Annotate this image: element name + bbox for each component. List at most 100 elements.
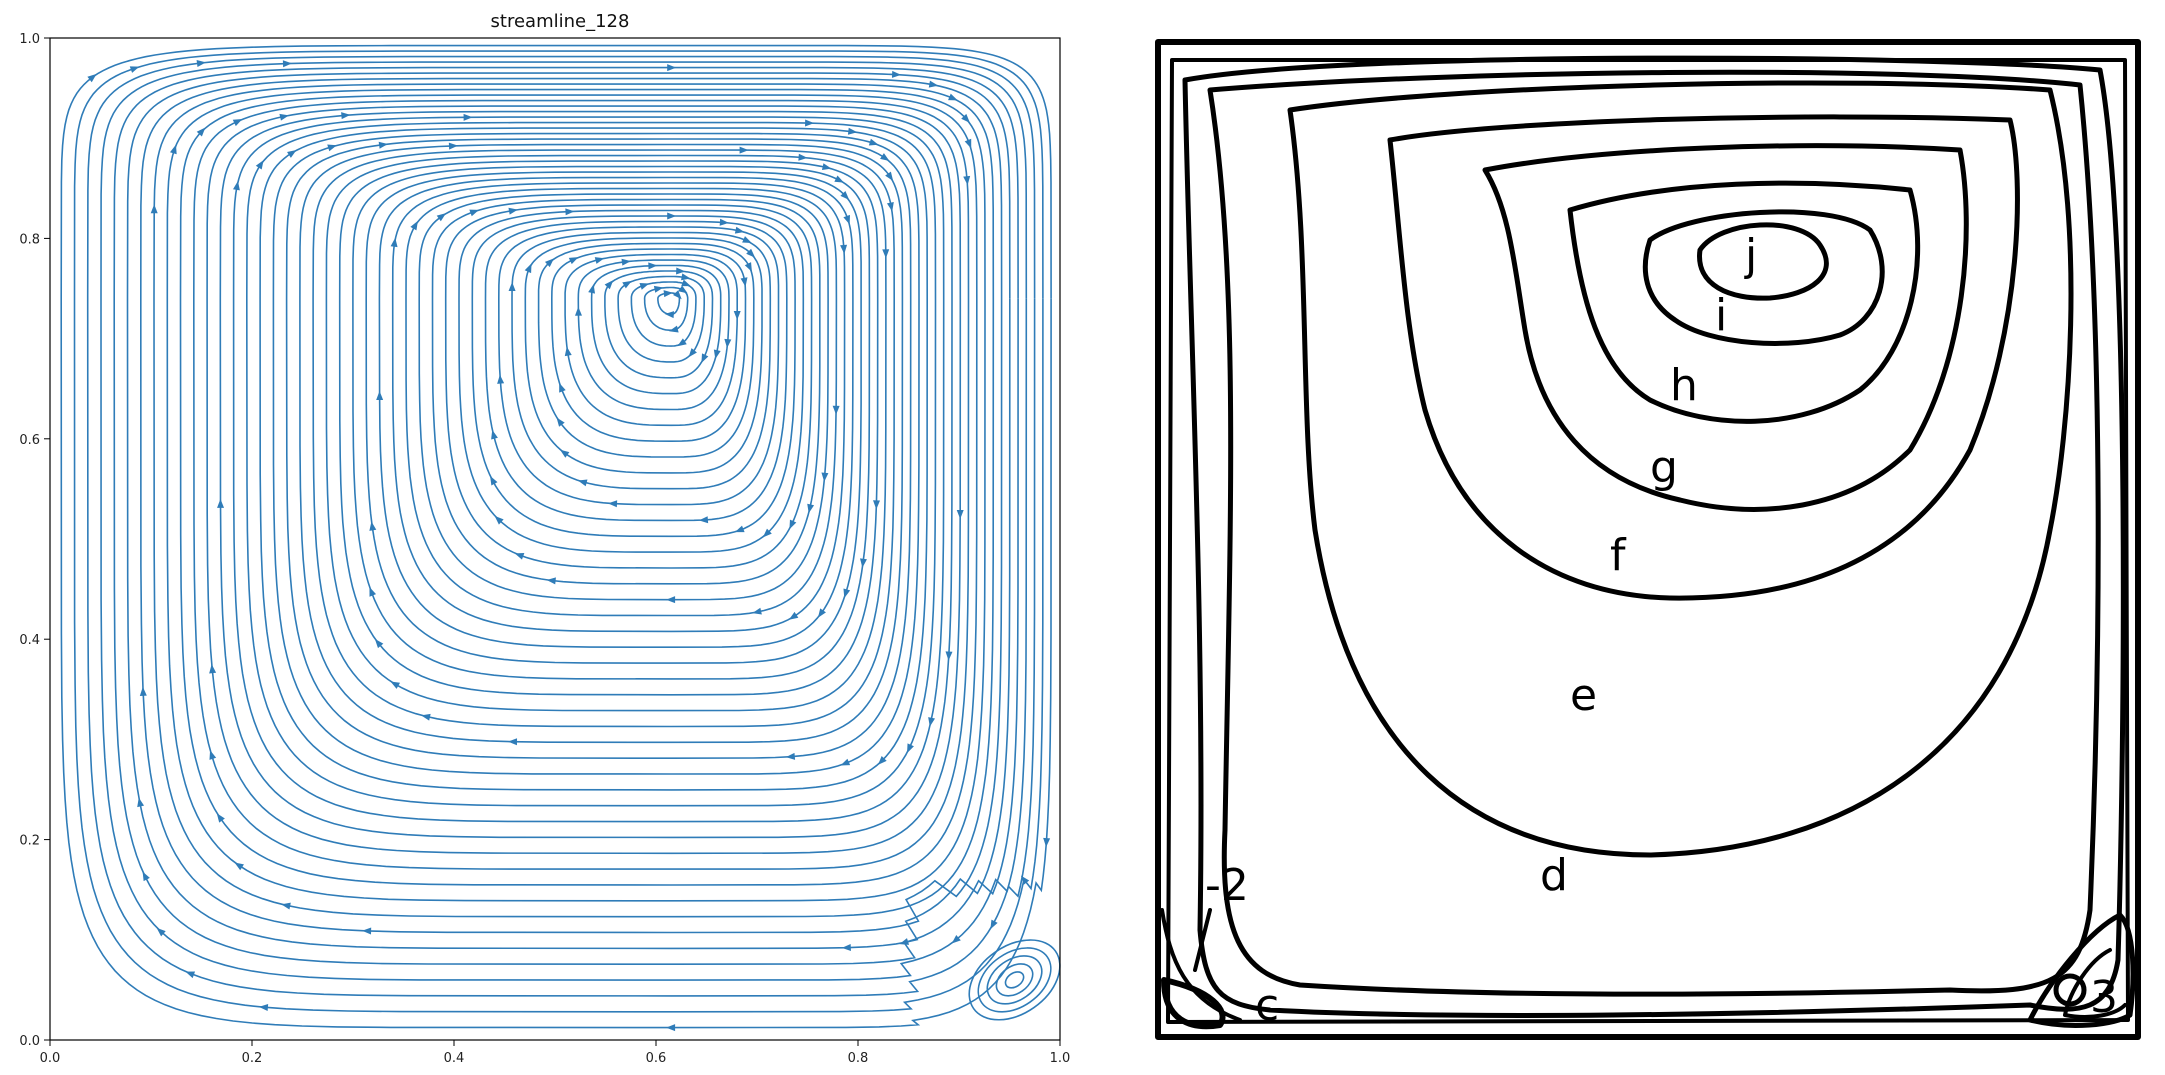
corner-eddy-streamline (1004, 971, 1025, 989)
streamline-arrow (673, 290, 682, 300)
streamline-arrow (196, 60, 206, 67)
streamline-arrow (948, 93, 958, 101)
streamline (431, 198, 821, 585)
streamline-arrow (546, 577, 556, 585)
streamline (365, 171, 862, 664)
streamline-arrow (491, 429, 498, 440)
streamline-arrow (961, 113, 970, 123)
streamline-arrow (733, 310, 741, 320)
streamline-arrow (341, 112, 351, 120)
streamline (590, 264, 722, 395)
streamline-arrow (742, 236, 752, 244)
streamline (524, 237, 763, 474)
streamline-arrow (928, 717, 936, 727)
streamline-arrow (150, 204, 158, 214)
streamline-arrow (469, 209, 480, 217)
streamline-arrow (719, 218, 729, 226)
streamline-arrow (885, 171, 894, 182)
streamline-arrow (886, 201, 894, 212)
streamline-arrow (390, 681, 401, 689)
streamline (312, 149, 895, 728)
streamline-arrow (951, 935, 961, 944)
streamline-arrow (494, 515, 504, 525)
streamlines (60, 44, 1061, 1029)
streamline-arrow (544, 258, 554, 268)
streamline-arrow (594, 257, 605, 264)
streamline (484, 220, 788, 522)
streamline-arrow (560, 449, 570, 458)
streamline-arrow (258, 1004, 269, 1011)
streamline-arrow (514, 553, 525, 560)
streamline-arrow (746, 248, 756, 258)
streamline (564, 253, 738, 427)
streamline-arrow (899, 938, 910, 945)
streamline (153, 83, 995, 918)
streamline (219, 110, 953, 839)
streamline-arrow (281, 902, 291, 910)
x-tick-label: 0.6 (646, 1051, 667, 1066)
streamline (511, 231, 772, 490)
contour-label-g: g (1650, 442, 1678, 493)
y-tick-label: 0.8 (19, 232, 40, 247)
y-axis: 0.0 0.2 0.4 0.6 0.8 1.0 (19, 32, 50, 1049)
streamline-arrow (556, 417, 565, 427)
streamline (418, 193, 829, 601)
contour-lines (1155, 39, 2141, 1040)
x-tick-label: 0.2 (242, 1051, 263, 1066)
streamline-arrow (669, 325, 679, 333)
contour-label-e: e (1570, 670, 1597, 721)
streamline-arrow (369, 587, 377, 597)
contour-c (1182, 55, 2126, 1018)
streamline (206, 105, 962, 855)
x-axis: 0.0 0.2 0.4 0.6 0.8 1.0 (40, 1040, 1070, 1066)
streamline-arrow (681, 279, 691, 287)
streamline (245, 121, 937, 807)
streamline-arrow (129, 66, 140, 73)
streamline-arrow (928, 80, 939, 88)
contour-label-f: f (1610, 530, 1627, 581)
streamline-arrow (821, 163, 832, 171)
corner-eddy-right-inner (2063, 948, 2127, 1019)
streamline-arrow (789, 519, 797, 530)
streamline (259, 127, 928, 791)
streamline-arrow (821, 472, 829, 482)
streamline (537, 242, 755, 458)
streamline (471, 215, 796, 538)
streamline-arrow (421, 713, 431, 721)
streamline-arrow (508, 207, 518, 215)
contour-label-d: d (1540, 850, 1568, 901)
streamline (113, 66, 1019, 966)
streamline-arrow (217, 498, 225, 508)
streamline-arrow (859, 558, 867, 568)
streamline-arrow (762, 528, 772, 538)
streamline-arrow (832, 405, 840, 415)
contour-label-3: 3 (2090, 972, 2118, 1023)
streamline-arrow (678, 285, 688, 294)
streamline-arrow (817, 608, 826, 618)
streamline-arrow (677, 338, 687, 347)
streamline-arrow (524, 263, 532, 274)
streamline-arrows (87, 60, 1051, 1032)
streamline-arrow (964, 138, 972, 149)
corner-eddy-streamline (968, 939, 1061, 1021)
label-leader-2 (1193, 908, 1212, 972)
streamline-arrow (843, 214, 850, 225)
streamline-arrow (639, 283, 650, 290)
corner-eddy-left (1161, 977, 1226, 1030)
streamline-arrow (841, 944, 851, 952)
corner-eddy-streamline (995, 963, 1034, 997)
streamline-arrow (840, 244, 848, 254)
streamline-arrow (169, 144, 177, 155)
streamline-arrow (216, 813, 225, 823)
contour-label-h: h (1670, 360, 1698, 411)
streamline-arrow (666, 1024, 676, 1032)
contour-label-j: j (1744, 230, 1757, 281)
streamline-arrow (847, 127, 858, 135)
streamline-arrow (287, 149, 297, 158)
streamline-arrow (390, 237, 398, 248)
streamline-arrow (963, 175, 971, 186)
cavity-boundary (1155, 39, 2141, 1040)
streamline-arrow (877, 755, 887, 765)
contour-g (1482, 143, 1969, 512)
streamline-arrow (137, 797, 145, 808)
